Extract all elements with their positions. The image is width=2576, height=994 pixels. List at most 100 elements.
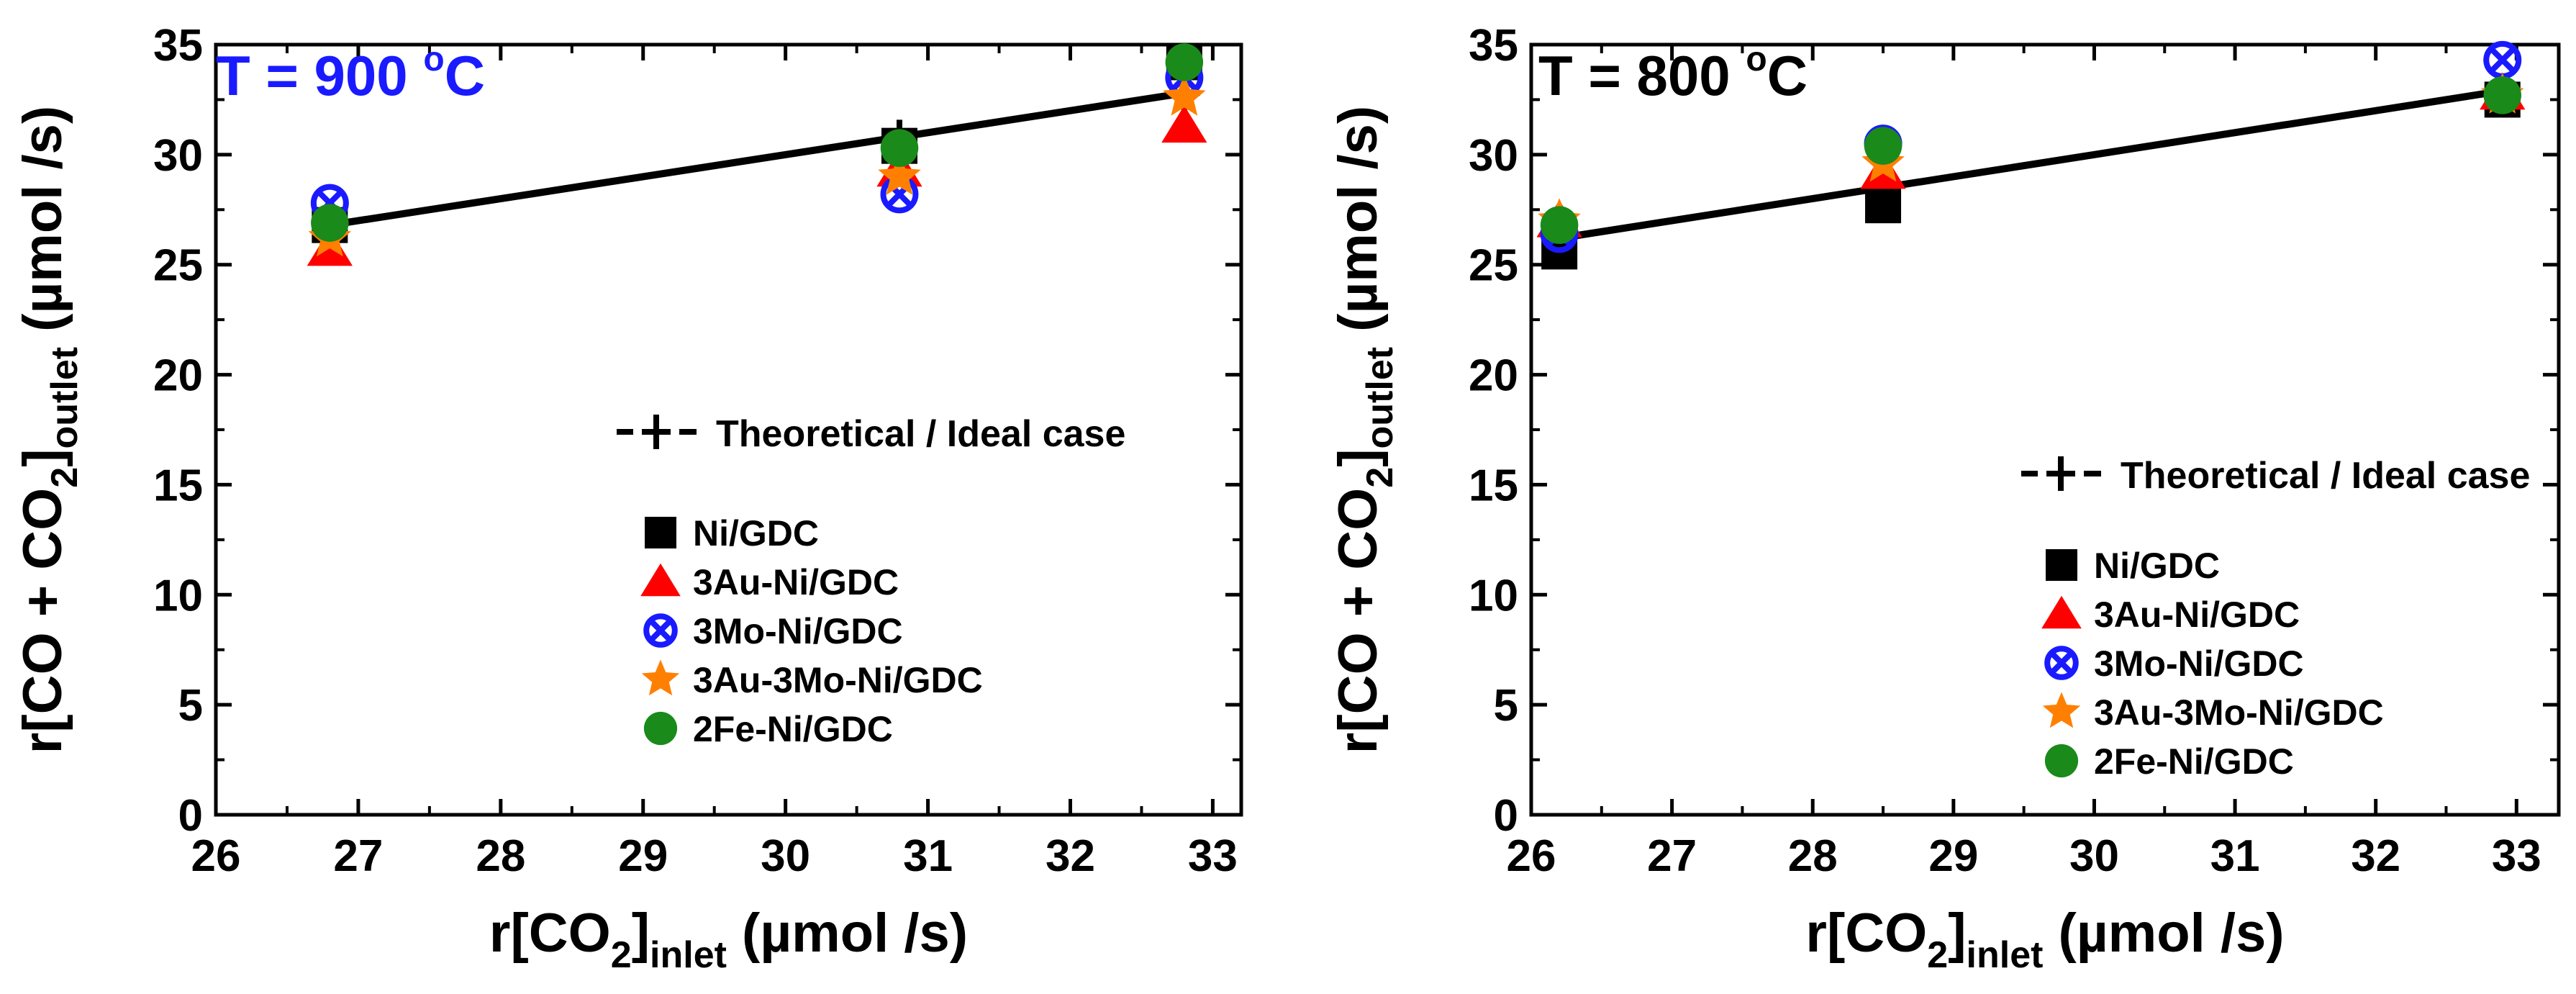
y-tick-label: 10 [153, 571, 203, 620]
legend-theoretical-label: Theoretical / Ideal case [716, 413, 1125, 455]
y-tick-label: 30 [1469, 131, 1518, 181]
y-axis-label-main: r[CO + CO [1328, 488, 1389, 754]
legend-label: 3Au-Ni/GDC [693, 562, 899, 602]
legend-label: 3Au-3Mo-Ni/GDC [2094, 692, 2384, 733]
y-tick-label: 20 [1469, 351, 1518, 401]
x-axis-label-sub2: inlet [1967, 934, 2044, 976]
data-point [2483, 76, 2522, 114]
data-point [1161, 105, 1207, 143]
temperature-annotation: T = 900 oC [216, 40, 485, 107]
y-tick-label: 5 [1494, 681, 1518, 731]
legend-label: Ni/GDC [2094, 546, 2220, 586]
temperature-unit: C [445, 44, 485, 107]
legend-marker [645, 517, 676, 548]
y-axis-label-sub: 2 [1359, 467, 1401, 488]
legend-marker [640, 563, 681, 597]
x-tick-label: 32 [2351, 831, 2400, 881]
temperature-annotation: T = 800 oC [1538, 40, 1808, 107]
y-tick-label: 30 [153, 131, 203, 181]
y-tick-label: 15 [153, 461, 203, 510]
data-point [311, 204, 349, 242]
x-axis-label: r[CO2]inlet (µmol /s) [489, 903, 968, 976]
x-tick-label: 29 [1928, 831, 1978, 881]
x-tick-label: 31 [2210, 831, 2260, 881]
x-axis-label-sub: 2 [1927, 934, 1948, 976]
x-tick-label: 33 [2492, 831, 2541, 881]
y-axis-label-unit: (µmol /s) [1328, 106, 1389, 347]
y-tick-label: 25 [153, 241, 203, 291]
y-tick-label: 5 [178, 681, 203, 731]
x-tick-label: 28 [476, 831, 525, 881]
legend: Theoretical / Ideal case Ni/GDC 3Au-Ni/GDC… [2021, 455, 2530, 782]
y-axis-label: r[CO + CO2]outlet (µmol /s) [1328, 106, 1401, 754]
x-axis-label-bracket: ] [1948, 903, 1966, 964]
x-tick-label: 26 [191, 831, 241, 881]
data-point [1165, 43, 1204, 81]
x-axis-label-bracket: ] [632, 903, 650, 964]
data-point [880, 129, 919, 167]
legend-marker [2044, 744, 2079, 778]
chart-panel-1: 26 27 28 29 30 31 32 3305101520253035r[CO2]inle… [12, 21, 1243, 976]
x-axis-label-unit: (µmol /s) [727, 903, 968, 964]
degree-symbol: o [423, 40, 444, 78]
legend-marker [2044, 646, 2079, 680]
x-tick-label: 31 [903, 831, 953, 881]
data-point [2483, 40, 2522, 79]
legend-marker [2041, 595, 2082, 629]
x-axis-label: r[CO2]inlet (µmol /s) [1805, 903, 2284, 976]
y-axis-label-sub2: outlet [1359, 347, 1401, 449]
y-tick-label: 35 [153, 21, 203, 71]
y-tick-label: 0 [178, 791, 203, 841]
y-axis-label-main: r[CO + CO [12, 488, 73, 754]
legend-theoretical-label: Theoretical / Ideal case [2121, 455, 2530, 497]
x-tick-label: 27 [1647, 831, 1697, 881]
y-axis-label-sub: 2 [44, 467, 86, 488]
x-tick-label: 29 [618, 831, 668, 881]
legend-label: 3Mo-Ni/GDC [2094, 643, 2304, 684]
data-point [1540, 206, 1579, 244]
x-tick-label: 30 [2069, 831, 2119, 881]
x-axis-label-sub: 2 [611, 934, 632, 976]
series-3au-ni-gdc [307, 105, 1207, 266]
legend-label: 2Fe-Ni/GDC [2094, 741, 2294, 782]
x-tick-label: 32 [1046, 831, 1095, 881]
x-axis-label-unit: (µmol /s) [2043, 903, 2284, 964]
temperature-value: T = 900 [216, 44, 423, 107]
theoretical-line [1559, 87, 2503, 242]
x-axis-label-main: r[CO [489, 903, 611, 964]
legend-label: 3Au-Ni/GDC [2094, 595, 2300, 635]
x-tick-label: 28 [1788, 831, 1838, 881]
series-2fe-ni-gdc [311, 43, 1204, 242]
degree-symbol: o [1746, 40, 1767, 78]
y-tick-label: 35 [1469, 21, 1518, 71]
legend-marker [2042, 692, 2081, 728]
legend-label: 3Au-3Mo-Ni/GDC [693, 660, 983, 700]
series-3au-3mo-ni-gdc [308, 75, 1206, 257]
data-point [878, 154, 921, 195]
legend-label: Ni/GDC [693, 513, 819, 554]
y-tick-label: 25 [1469, 241, 1518, 291]
y-tick-label: 15 [1469, 461, 1518, 510]
chart-panel-2: 26 27 28 29 30 31 32 3305101520253035r[CO2]inle… [1328, 21, 2561, 976]
x-tick-label: 26 [1507, 831, 1556, 881]
legend-marker [641, 659, 680, 696]
theoretical-line [329, 89, 1185, 229]
x-axis-label-sub2: inlet [650, 934, 727, 976]
legend-marker [643, 613, 678, 648]
y-axis-label: r[CO + CO2]outlet (µmol /s) [12, 106, 86, 754]
temperature-unit: C [1767, 44, 1808, 107]
legend-label: 2Fe-Ni/GDC [693, 709, 893, 749]
y-tick-label: 20 [153, 351, 203, 401]
data-point [1865, 187, 1902, 224]
x-tick-label: 27 [333, 831, 383, 881]
series-2fe-ni-gdc [1540, 76, 2522, 244]
y-tick-label: 10 [1469, 571, 1518, 620]
legend-marker [643, 711, 678, 746]
x-tick-label: 30 [761, 831, 810, 881]
data-point [1163, 75, 1206, 116]
y-axis-label-sub2: outlet [44, 347, 86, 449]
temperature-value: T = 800 [1538, 44, 1746, 107]
y-axis-label-bracket: ] [12, 448, 73, 466]
legend-label: 3Mo-Ni/GDC [693, 611, 903, 651]
